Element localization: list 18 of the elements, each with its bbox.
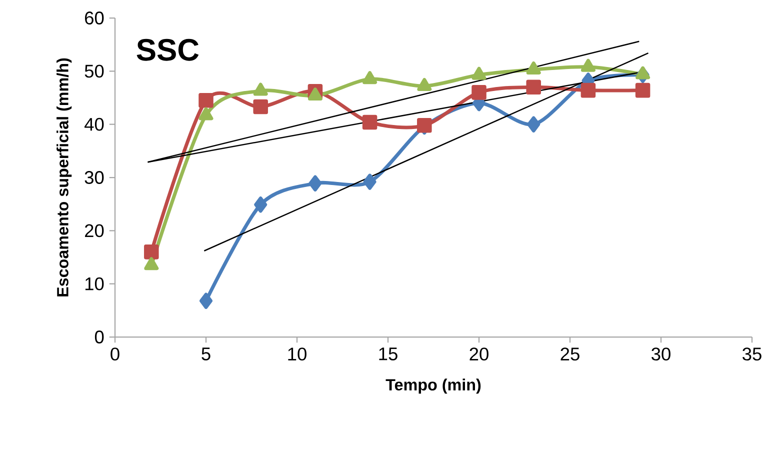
x-axis-title: Tempo (min) (386, 378, 481, 394)
x-tick-label: 10 (288, 348, 306, 361)
y-axis-title: Escoamento superficial (mm/h) (56, 58, 72, 296)
y-tick-label: 30 (84, 171, 104, 184)
x-tick-label: 35 (742, 348, 762, 361)
y-tick-label: 50 (84, 64, 104, 78)
y-tick-label: 40 (84, 118, 104, 131)
y-tick-label: 60 (85, 12, 104, 24)
x-tick-label: 0 (110, 348, 120, 361)
y-tick-label: 0 (94, 330, 104, 344)
y-tick-label: 20 (85, 224, 104, 238)
text: SSC (136, 38, 199, 61)
x-tick-label: 30 (652, 348, 670, 361)
x-tick-label: 25 (560, 348, 580, 361)
x-tick-label: 20 (470, 348, 488, 361)
x-tick-label: 15 (379, 348, 398, 360)
x-tick-label: 5 (202, 348, 210, 360)
y-tick-label: 10 (85, 277, 104, 290)
